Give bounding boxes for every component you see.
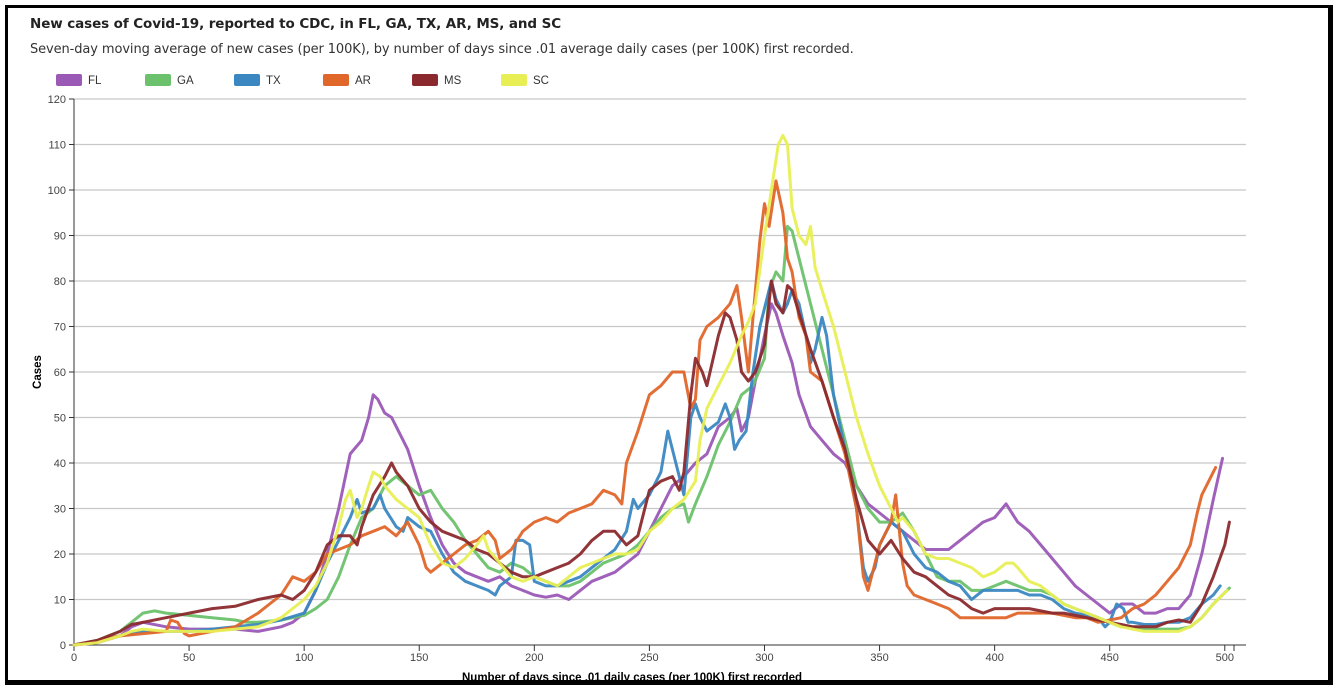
y-tick-label: 100 [48, 185, 66, 197]
x-tick-label: 50 [183, 652, 195, 664]
y-tick-label: 120 [48, 94, 66, 106]
legend-item-ga[interactable]: GA [145, 74, 194, 87]
y-axis-ticks: 0 10 20 30 40 50 60 70 80 90 100 110 120 [48, 94, 74, 652]
legend-item-ms[interactable]: MS [412, 74, 462, 87]
x-tick-label: 150 [410, 652, 428, 664]
y-tick-label: 80 [54, 276, 66, 288]
series-line-ar [72, 179, 1218, 647]
series-line-sc [72, 133, 1229, 647]
legend-item-tx[interactable]: TX [234, 74, 281, 87]
series-line-fl [72, 302, 1224, 647]
x-tick-label: 500 [1216, 652, 1234, 664]
y-tick-label: 0 [60, 640, 66, 652]
legend-label: FL [88, 75, 102, 87]
x-tick-label: 100 [295, 652, 313, 664]
legend-item-sc[interactable]: SC [501, 74, 549, 87]
legend-label: MS [444, 75, 462, 87]
y-tick-label: 40 [54, 458, 66, 470]
legend-swatch [412, 74, 438, 86]
legend-swatch [145, 74, 171, 86]
chart-subtitle: Seven-day moving average of new cases (p… [30, 42, 854, 57]
legend-label: TX [266, 75, 281, 87]
x-tick-label: 300 [755, 652, 773, 664]
legend-label: AR [355, 75, 371, 87]
y-tick-label: 10 [54, 595, 66, 607]
y-tick-label: 70 [54, 322, 66, 334]
legend-item-ar[interactable]: AR [323, 74, 371, 87]
x-tick-label: 0 [71, 652, 77, 664]
y-tick-label: 20 [54, 549, 66, 561]
legend-item-fl[interactable]: FL [56, 74, 102, 87]
legend-label: SC [533, 75, 549, 87]
x-axis-ticks: 0 50 100 150 200 250 300 350 400 450 500 [71, 645, 1235, 664]
x-tick-label: 400 [985, 652, 1003, 664]
series-line-ga [72, 224, 1231, 647]
series-line-ms [72, 279, 1231, 647]
y-tick-label: 30 [54, 504, 66, 516]
y-tick-label: 90 [54, 231, 66, 243]
chart-frame [5, 5, 1333, 685]
series-line-tx [72, 279, 1222, 647]
legend-swatch [56, 74, 82, 86]
series-lines [72, 133, 1231, 647]
x-tick-label: 350 [870, 652, 888, 664]
x-axis-title: Number of days since .01 daily cases (pe… [462, 672, 802, 684]
legend: FL GA TX AR MS SC [56, 74, 549, 87]
legend-swatch [234, 74, 260, 86]
x-tick-label: 200 [525, 652, 543, 664]
chart-title: New cases of Covid-19, reported to CDC, … [30, 16, 562, 32]
y-tick-label: 110 [48, 140, 66, 152]
x-tick-label: 450 [1101, 652, 1119, 664]
y-tick-label: 60 [54, 367, 66, 379]
legend-swatch [323, 74, 349, 86]
y-axis-title: Cases [32, 355, 44, 389]
x-tick-label: 250 [640, 652, 658, 664]
y-tick-label: 50 [54, 413, 66, 425]
legend-label: GA [177, 75, 194, 87]
legend-swatch [501, 74, 527, 86]
